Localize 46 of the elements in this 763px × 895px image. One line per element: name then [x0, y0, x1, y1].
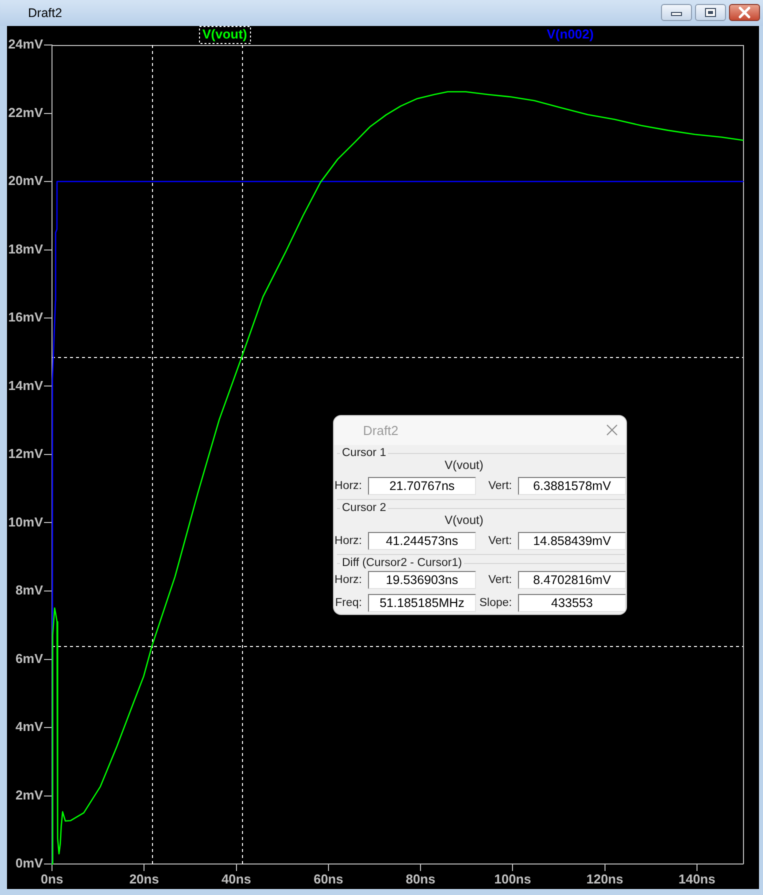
annotation: Horz:: [334, 478, 362, 492]
readout-field: 19.536903ns: [368, 571, 476, 590]
x-tick-label: 20ns: [129, 871, 159, 886]
readout-field: 41.244573ns: [368, 532, 476, 550]
readout-field: 8.4702816mV: [518, 571, 626, 590]
annotation: V(vout): [444, 512, 484, 526]
x-tick-label: 0ns: [40, 871, 64, 886]
y-tick-label: 4mV: [16, 719, 44, 734]
annotation: Vert:: [488, 534, 512, 548]
readout-field: 433553: [518, 594, 626, 612]
annotation: V(vout): [444, 458, 484, 472]
annotation: Diff (Cursor2 - Cursor1): [340, 556, 464, 570]
y-tick-label: 22mV: [8, 104, 44, 120]
y-tick-label: 2mV: [16, 787, 44, 802]
y-tick-label: 18mV: [8, 241, 44, 256]
text: V(vout): [202, 26, 248, 42]
annotation: Draft2: [363, 423, 398, 439]
x-tick-label: 100ns: [494, 871, 532, 886]
y-tick-label: 12mV: [8, 446, 44, 462]
annotation: Horz:: [334, 534, 362, 548]
y-tick-label: 10mV: [8, 514, 44, 530]
y-tick-label: 24mV: [8, 36, 44, 52]
annotation: Vert:: [488, 573, 512, 588]
y-tick-label: 14mV: [8, 378, 44, 393]
y-tick-label: 8mV: [16, 582, 44, 598]
annotation: Slope:: [479, 596, 512, 610]
y-tick-label: 0mV: [16, 856, 44, 871]
x-tick-label: 40ns: [221, 871, 252, 886]
x-tick-label: 60ns: [314, 871, 344, 886]
annotation: Freq:: [335, 596, 362, 610]
text: V(n002): [546, 26, 594, 42]
y-tick-label: 20mV: [8, 173, 44, 188]
x-tick-label: 120ns: [586, 871, 624, 886]
readout-field: 6.3881578mV: [518, 476, 626, 494]
y-tick-label: 6mV: [16, 650, 44, 666]
chart-title: Draft2: [28, 5, 62, 21]
readout-field: 51.185185MHz: [368, 594, 476, 612]
annotation: Horz:: [334, 573, 362, 588]
annotation: Cursor 2: [340, 501, 388, 515]
annotation: Vert:: [488, 478, 512, 492]
y-tick-label: 16mV: [8, 310, 44, 325]
x-tick-label: 80ns: [406, 871, 436, 886]
x-tick-label: 140ns: [678, 871, 716, 886]
readout-field: 14.858439mV: [518, 532, 626, 550]
annotation: Cursor 1: [340, 446, 388, 460]
readout-field: 21.70767ns: [368, 476, 476, 494]
